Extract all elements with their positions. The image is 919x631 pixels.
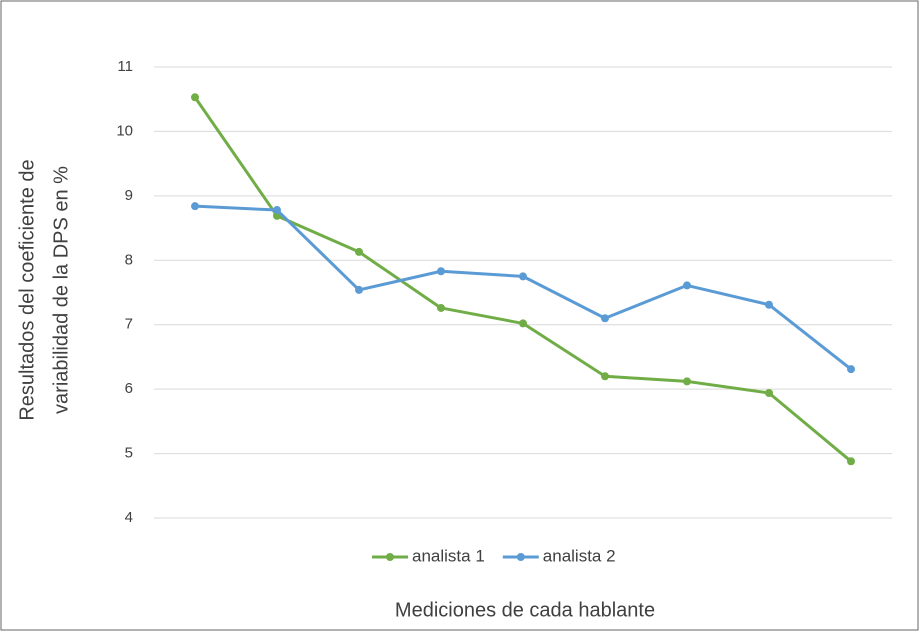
y-tick-label: 10 (116, 122, 133, 139)
data-point (601, 372, 609, 381)
data-point (191, 93, 199, 102)
y-axis-label: Resultados del coeficiente de (16, 159, 38, 420)
y-axis-label: variabilidad de la DPS en % (50, 166, 72, 414)
data-point (519, 319, 527, 328)
legend-marker (386, 553, 394, 561)
y-tick-label: 9 (125, 187, 133, 204)
y-tick-label: 8 (125, 251, 133, 268)
data-point (601, 314, 609, 323)
legend-label: analista 2 (543, 546, 616, 565)
legend-marker (516, 553, 525, 561)
data-point (683, 377, 691, 386)
data-point (683, 281, 691, 290)
data-point (437, 303, 445, 312)
legend-label: analista 1 (412, 546, 485, 565)
data-point (847, 457, 855, 466)
data-point (765, 300, 773, 309)
y-tick-label: 6 (125, 380, 133, 397)
y-tick-label: 11 (117, 58, 133, 75)
data-point (765, 389, 773, 398)
y-tick-label: 7 (125, 316, 133, 333)
data-point (191, 202, 199, 211)
y-tick-label: 5 (125, 445, 133, 462)
data-point (519, 272, 527, 281)
data-point (847, 365, 855, 374)
data-point (355, 285, 363, 294)
data-point (273, 206, 281, 215)
x-axis-label: Mediciones de cada hablante (395, 599, 655, 621)
data-point (355, 247, 363, 256)
data-point (437, 267, 445, 276)
y-tick-label: 4 (125, 509, 133, 526)
